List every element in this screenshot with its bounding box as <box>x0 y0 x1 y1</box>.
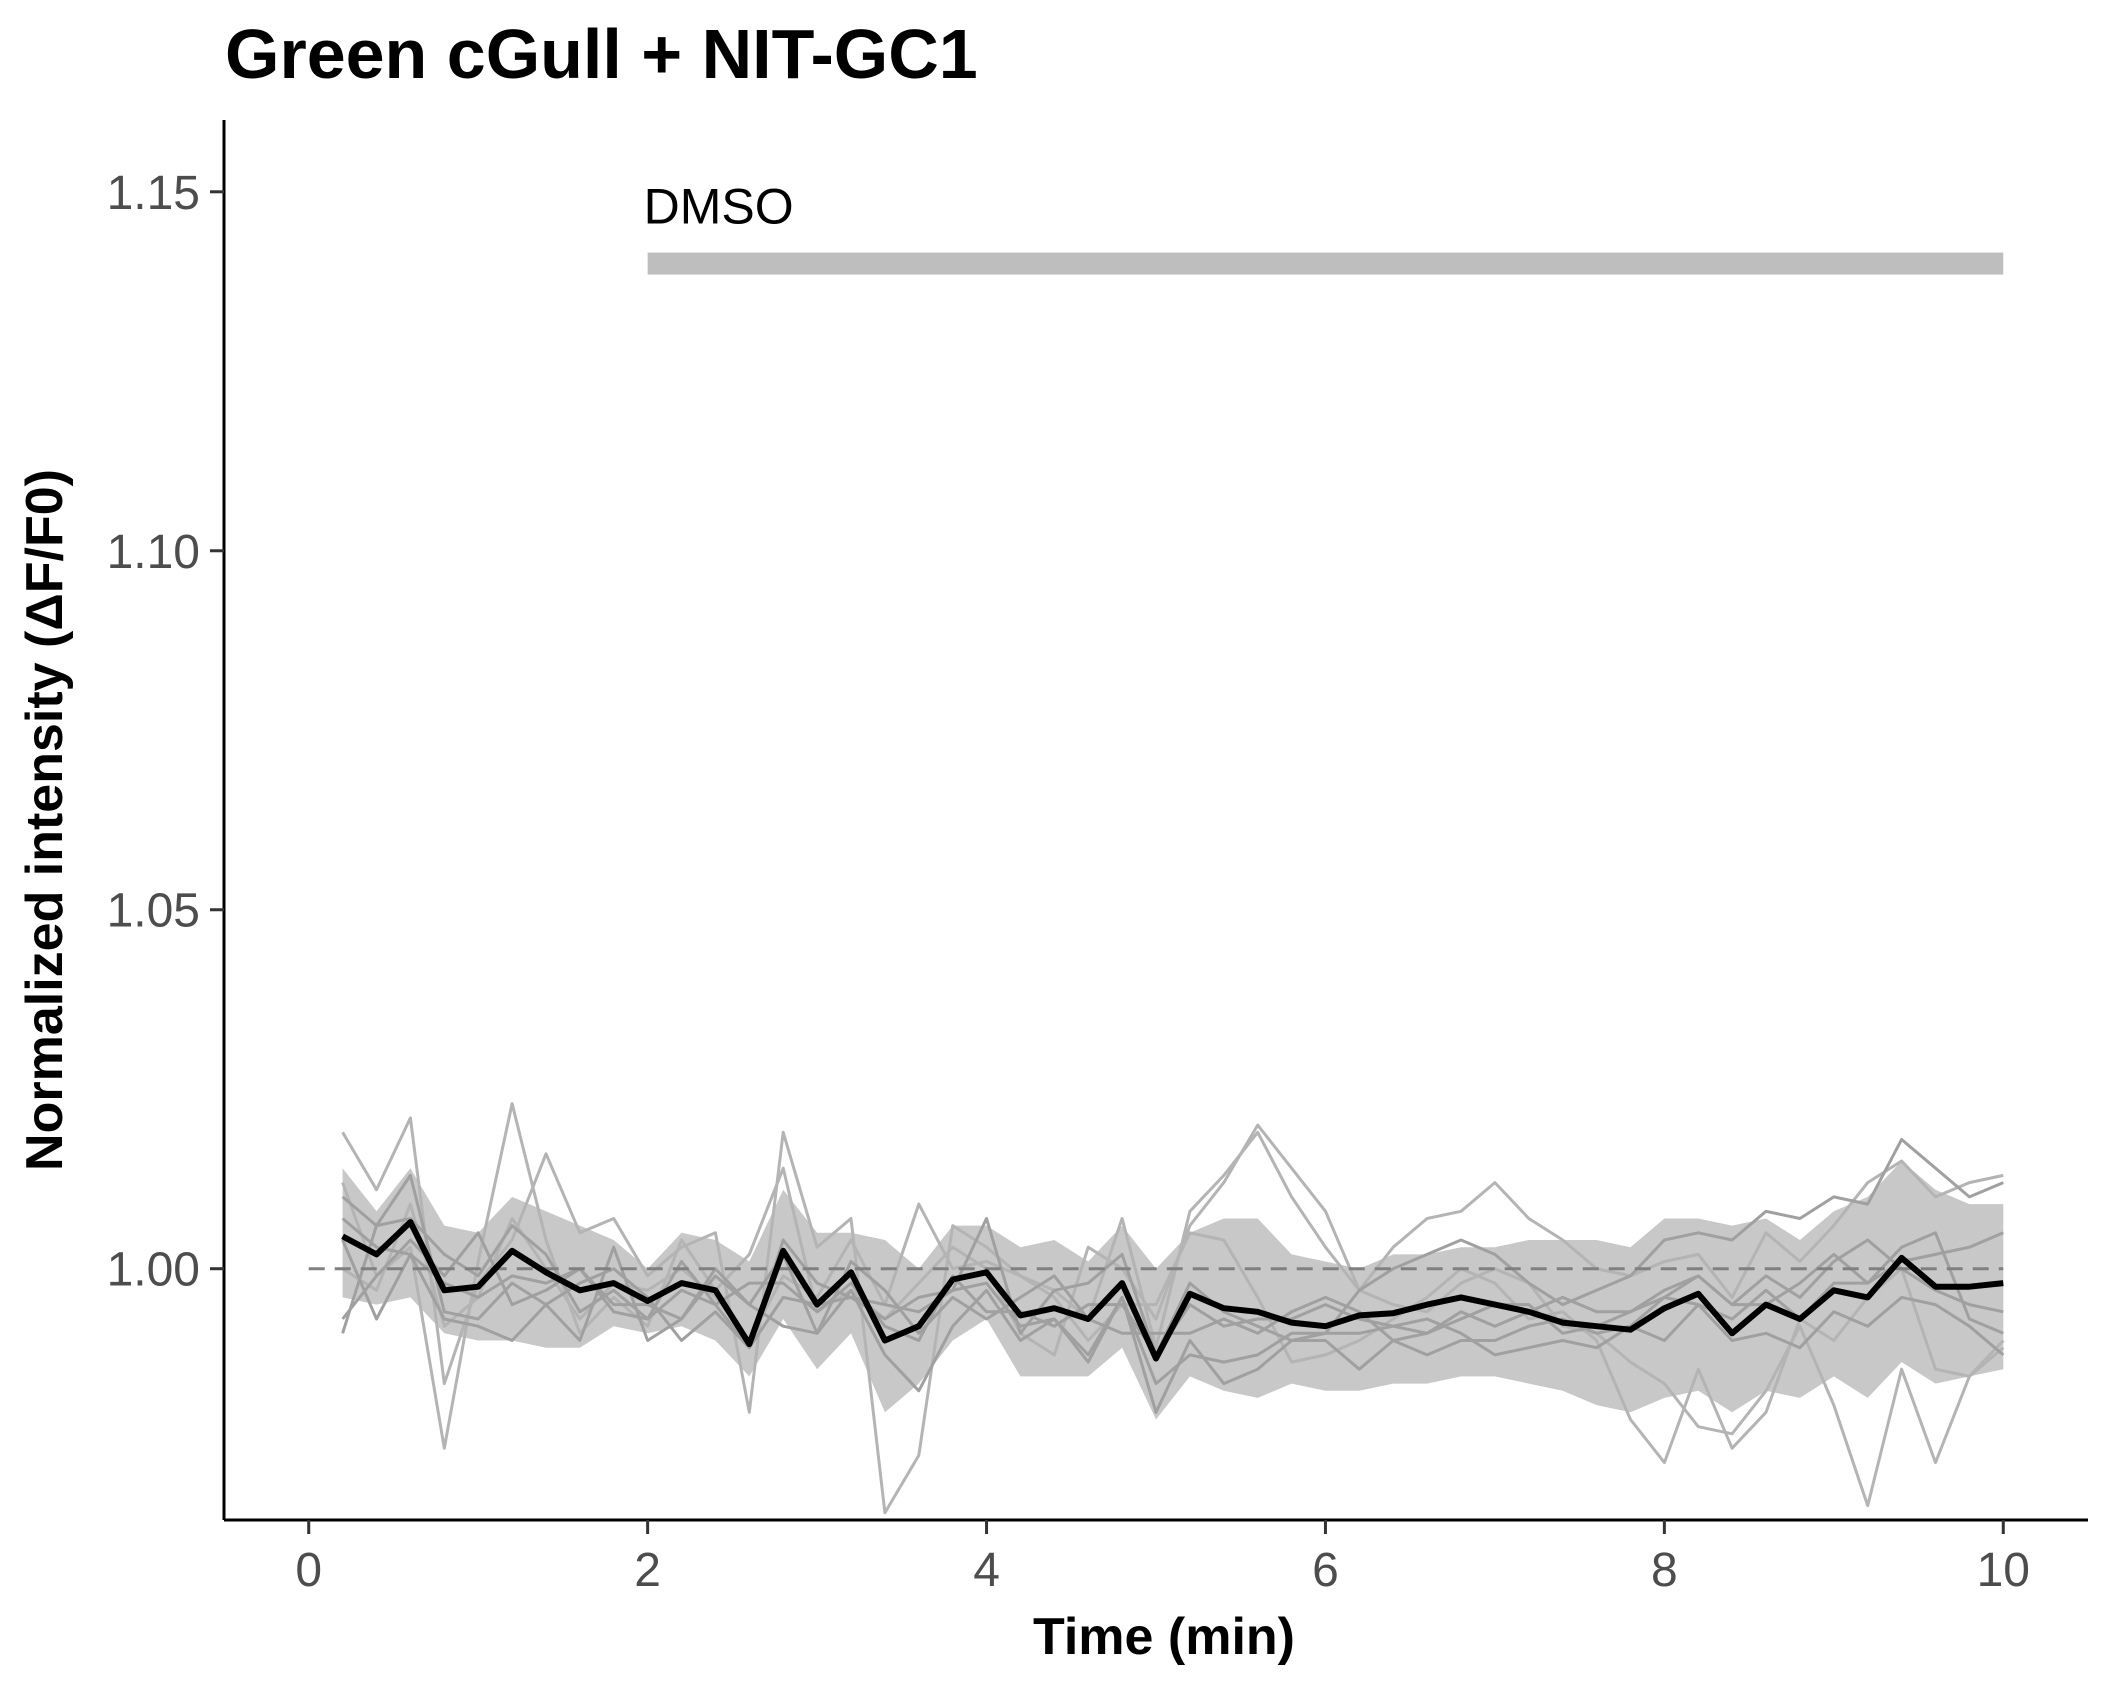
y-tick-label: 1.10 <box>107 526 200 579</box>
y-tick-label: 1.05 <box>107 885 200 938</box>
trace-line-8 <box>341 1239 2005 1386</box>
band-layer <box>342 1161 2004 1420</box>
x-tick-label: 2 <box>634 1544 661 1597</box>
mean-layer <box>341 1219 2004 1362</box>
trace-line-7 <box>341 1138 2004 1357</box>
sem-band <box>342 1161 2004 1420</box>
mean-line <box>341 1219 2004 1362</box>
annotation-layer: DMSO <box>644 179 2004 275</box>
x-tick-label: 0 <box>295 1544 322 1597</box>
treatment-bar <box>647 252 2004 275</box>
x-tick-label: 10 <box>1977 1544 2030 1597</box>
trace-line-1 <box>341 1116 2004 1515</box>
x-axis-title: Time (min) <box>1033 1608 1295 1666</box>
y-axis-title: Normalized intensity (ΔF/F0) <box>16 469 74 1171</box>
y-tick-label: 1.15 <box>107 167 200 220</box>
x-tick-label: 4 <box>973 1544 1000 1597</box>
y-tick-label: 1.00 <box>107 1244 200 1297</box>
chart-title: Green cGull + NIT-GC1 <box>225 15 978 93</box>
axis-layer: 0 2 4 6 8 10 1.00 1.05 1.10 1.15 <box>107 120 2088 1597</box>
x-tick-label: 6 <box>1312 1544 1339 1597</box>
treatment-label: DMSO <box>644 179 794 235</box>
x-tick-label: 8 <box>1651 1544 1678 1597</box>
trace-line-4 <box>341 1173 2004 1414</box>
